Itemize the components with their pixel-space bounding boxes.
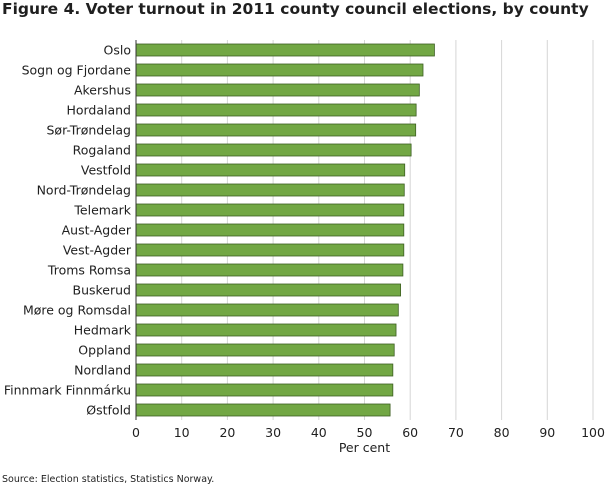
category-label: Troms Romsa — [47, 263, 131, 278]
bar — [135, 203, 405, 217]
category-label: Hordaland — [66, 103, 131, 118]
category-label: Nordland — [74, 363, 131, 378]
category-label: Vestfold — [81, 163, 131, 178]
category-labels: Oslo Sogn og Fjordane Akershus Hordaland Sør… — [4, 43, 132, 418]
bar — [135, 383, 394, 397]
bar — [135, 43, 435, 57]
category-label: Østfold — [86, 403, 131, 418]
bar — [135, 323, 397, 337]
bar — [135, 223, 405, 237]
source-note: Source: Election statistics, Statistics … — [2, 474, 215, 485]
bar — [135, 143, 412, 157]
category-label: Vest-Agder — [63, 243, 132, 258]
bar — [135, 283, 402, 297]
bar — [135, 243, 405, 257]
category-label: Oppland — [78, 343, 131, 358]
x-tick-label: 30 — [265, 425, 281, 440]
bar — [135, 303, 399, 317]
bar — [135, 63, 424, 77]
x-tick-label: 80 — [494, 425, 510, 440]
chart-title: Figure 4. Voter turnout in 2011 county c… — [2, 0, 589, 18]
bar — [135, 343, 395, 357]
category-label: Aust-Agder — [62, 223, 132, 238]
bar — [135, 123, 417, 137]
category-label: Oslo — [104, 43, 131, 58]
x-tick-label: 10 — [174, 425, 190, 440]
category-label: Rogaland — [73, 143, 131, 158]
x-tick-label: 50 — [357, 425, 373, 440]
bars — [135, 43, 435, 417]
x-tick-label: 60 — [402, 425, 418, 440]
x-tick-label: 90 — [539, 425, 555, 440]
bar — [135, 83, 420, 97]
bar — [135, 183, 405, 197]
category-label: Telemark — [73, 203, 131, 218]
category-label: Finnmark Finnmárku — [4, 383, 131, 398]
category-label: Hedmark — [74, 323, 132, 338]
x-tick-labels: 0 10 20 30 40 50 60 70 80 90 100 — [132, 425, 605, 440]
category-label: Sør-Trøndelag — [47, 123, 132, 138]
bar — [135, 403, 391, 417]
category-label: Møre og Romsdal — [23, 303, 131, 318]
x-tick-label: 20 — [219, 425, 235, 440]
category-label: Sogn og Fjordane — [22, 63, 132, 78]
category-label: Buskerud — [73, 283, 132, 298]
bar — [135, 163, 406, 177]
x-tick-label: 40 — [311, 425, 327, 440]
x-axis-label: Per cent — [339, 440, 390, 455]
bar — [135, 103, 417, 117]
x-tick-label: 0 — [132, 425, 140, 440]
category-label: Nord-Trøndelag — [37, 183, 131, 198]
x-tick-label: 100 — [581, 425, 605, 440]
category-label: Akershus — [74, 83, 131, 98]
bar — [135, 263, 404, 277]
bar — [135, 363, 394, 377]
x-tick-label: 70 — [448, 425, 464, 440]
